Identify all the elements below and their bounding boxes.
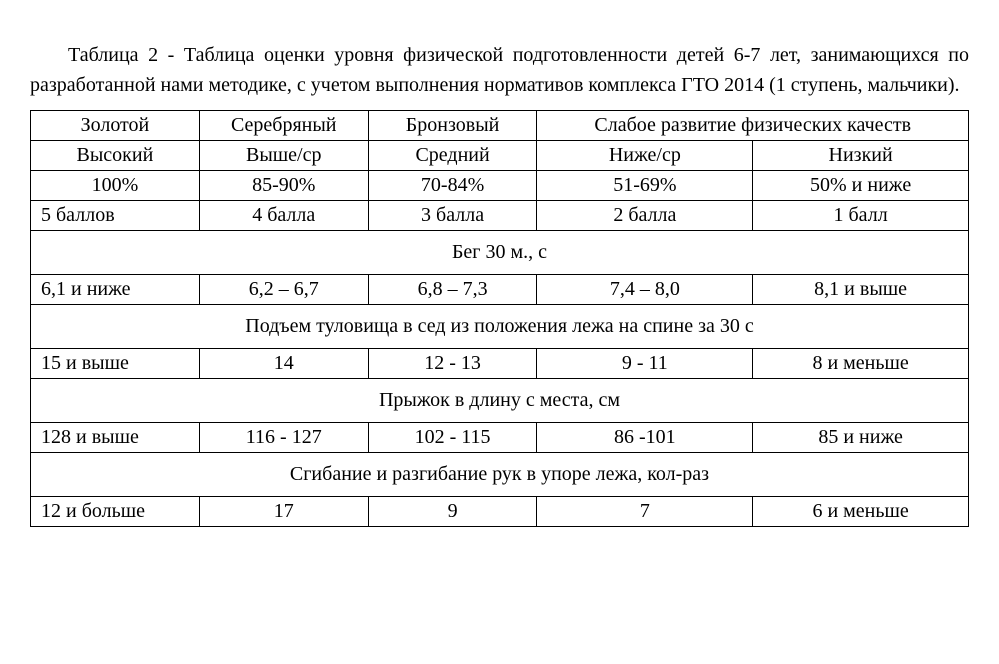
pushup-c3: 9 bbox=[368, 497, 537, 527]
pts-4: 2 балла bbox=[537, 201, 753, 231]
run30-c4: 7,4 – 8,0 bbox=[537, 275, 753, 305]
row-pushup: 12 и больше 17 9 7 6 и меньше bbox=[31, 497, 969, 527]
jump-c2: 116 - 127 bbox=[199, 423, 368, 453]
section-jump-title: Прыжок в длину с места, см bbox=[31, 379, 969, 423]
run30-c2: 6,2 – 6,7 bbox=[199, 275, 368, 305]
hdr-gold: Золотой bbox=[31, 111, 200, 141]
pushup-c1: 12 и больше bbox=[31, 497, 200, 527]
pct-4: 51-69% bbox=[537, 171, 753, 201]
header-medals-row: Золотой Серебряный Бронзовый Слабое разв… bbox=[31, 111, 969, 141]
run30-c3: 6,8 – 7,3 bbox=[368, 275, 537, 305]
hdr-weak: Слабое развитие физических качеств bbox=[537, 111, 969, 141]
pushup-c4: 7 bbox=[537, 497, 753, 527]
row-situp: 15 и выше 14 12 - 13 9 - 11 8 и меньше bbox=[31, 349, 969, 379]
section-pushup: Сгибание и разгибание рук в упоре лежа, … bbox=[31, 453, 969, 497]
header-points-row: 5 баллов 4 балла 3 балла 2 балла 1 балл bbox=[31, 201, 969, 231]
lvl-high: Высокий bbox=[31, 141, 200, 171]
situp-c1: 15 и выше bbox=[31, 349, 200, 379]
section-situp: Подъем туловища в сед из положения лежа … bbox=[31, 305, 969, 349]
jump-c3: 102 - 115 bbox=[368, 423, 537, 453]
pushup-c5: 6 и меньше bbox=[753, 497, 969, 527]
row-run30: 6,1 и ниже 6,2 – 6,7 6,8 – 7,3 7,4 – 8,0… bbox=[31, 275, 969, 305]
hdr-bronze: Бронзовый bbox=[368, 111, 537, 141]
lvl-low: Низкий bbox=[753, 141, 969, 171]
situp-c3: 12 - 13 bbox=[368, 349, 537, 379]
pts-1: 5 баллов bbox=[31, 201, 200, 231]
jump-c5: 85 и ниже bbox=[753, 423, 969, 453]
section-run30: Бег 30 м., с bbox=[31, 231, 969, 275]
table-caption: Таблица 2 - Таблица оценки уровня физиче… bbox=[30, 40, 969, 100]
situp-c2: 14 bbox=[199, 349, 368, 379]
section-jump: Прыжок в длину с места, см bbox=[31, 379, 969, 423]
hdr-silver: Серебряный bbox=[199, 111, 368, 141]
pct-2: 85-90% bbox=[199, 171, 368, 201]
row-jump: 128 и выше 116 - 127 102 - 115 86 -101 8… bbox=[31, 423, 969, 453]
lvl-above: Выше/ср bbox=[199, 141, 368, 171]
assessment-table: Золотой Серебряный Бронзовый Слабое разв… bbox=[30, 110, 969, 527]
situp-c5: 8 и меньше bbox=[753, 349, 969, 379]
section-pushup-title: Сгибание и разгибание рук в упоре лежа, … bbox=[31, 453, 969, 497]
pts-5: 1 балл bbox=[753, 201, 969, 231]
header-percent-row: 100% 85-90% 70-84% 51-69% 50% и ниже bbox=[31, 171, 969, 201]
jump-c1: 128 и выше bbox=[31, 423, 200, 453]
situp-c4: 9 - 11 bbox=[537, 349, 753, 379]
pts-3: 3 балла bbox=[368, 201, 537, 231]
lvl-mid: Средний bbox=[368, 141, 537, 171]
jump-c4: 86 -101 bbox=[537, 423, 753, 453]
lvl-below: Ниже/ср bbox=[537, 141, 753, 171]
pct-3: 70-84% bbox=[368, 171, 537, 201]
pct-5: 50% и ниже bbox=[753, 171, 969, 201]
header-levels-row: Высокий Выше/ср Средний Ниже/ср Низкий bbox=[31, 141, 969, 171]
pts-2: 4 балла bbox=[199, 201, 368, 231]
pushup-c2: 17 bbox=[199, 497, 368, 527]
section-situp-title: Подъем туловища в сед из положения лежа … bbox=[31, 305, 969, 349]
section-run30-title: Бег 30 м., с bbox=[31, 231, 969, 275]
pct-1: 100% bbox=[31, 171, 200, 201]
run30-c1: 6,1 и ниже bbox=[31, 275, 200, 305]
run30-c5: 8,1 и выше bbox=[753, 275, 969, 305]
